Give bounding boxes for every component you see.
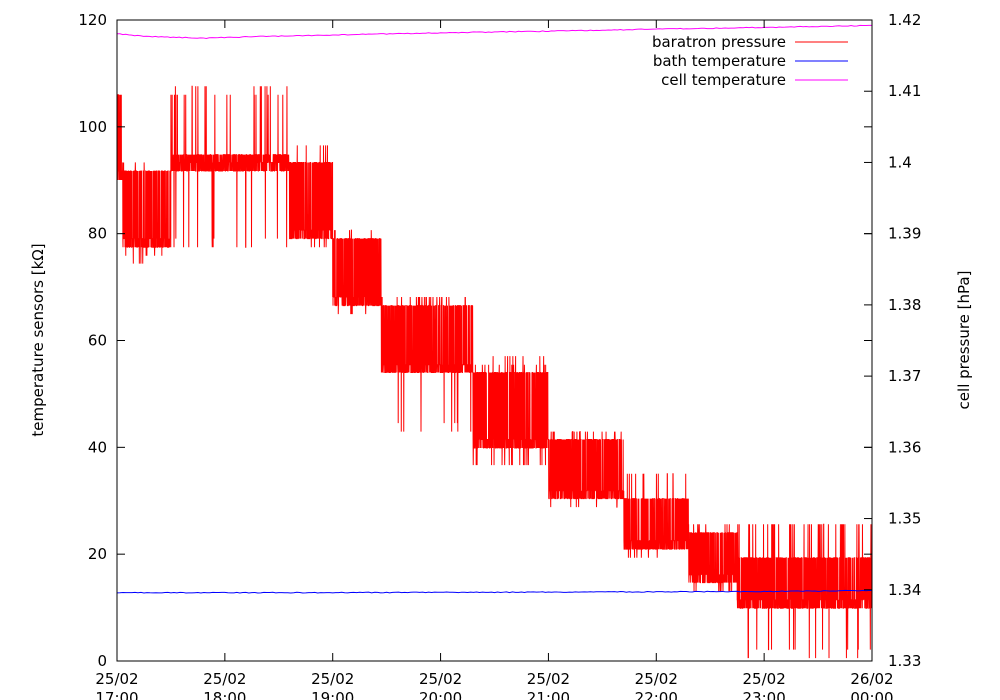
ticks-layer: 0 20 40 60 80 100 120 1.33 1.34 1.35 1.36 1.37 1.38 1… [78,11,921,700]
y2-tick-label: 1.4 [888,153,912,171]
y-axis-label: temperature sensors [kΩ] [29,243,47,436]
y2-tick-label: 1.34 [888,581,921,599]
y2-axis-label: cell pressure [hPa] [955,271,973,410]
x-tick-date: 26/02 [850,670,893,688]
x-tick-date: 25/02 [203,670,246,688]
y2-tick-label: 1.42 [888,11,921,29]
x-tick-time: 00:00 [850,689,893,700]
y-tick-label: 20 [88,545,107,563]
x-tick-time: 17:00 [95,689,138,700]
series-layer [117,24,872,659]
x-tick-date: 25/02 [743,670,786,688]
y-tick-label: 0 [97,652,107,670]
y-tick-label: 80 [88,225,107,243]
x-tick-time: 21:00 [527,689,570,700]
legend-label: cell temperature [661,71,786,89]
y2-tick-label: 1.35 [888,510,921,528]
x-tick-date: 25/02 [419,670,462,688]
y-tick-label: 60 [88,332,107,350]
y2-tick-label: 1.33 [888,652,921,670]
x-tick-date: 25/02 [95,670,138,688]
y2-tick-label: 1.39 [888,225,921,243]
x-tick-date: 25/02 [635,670,678,688]
x-tick-time: 18:00 [203,689,246,700]
x-tick-time: 22:00 [635,689,678,700]
x-tick-date: 25/02 [311,670,354,688]
y-tick-label: 120 [78,11,107,29]
series-line-cell-temperature [117,24,872,39]
y2-tick-label: 1.37 [888,367,921,385]
x-tick-time: 23:00 [743,689,786,700]
y2-tick-label: 1.41 [888,82,921,100]
y-tick-label: 40 [88,438,107,456]
y-tick-label: 100 [78,118,107,136]
legend-label: baratron pressure [652,33,786,51]
y2-tick-label: 1.36 [888,438,921,456]
x-tick-time: 20:00 [419,689,462,700]
series-line-bath-temperature [117,589,872,594]
series-line-baratron-pressure [117,85,872,659]
x-tick-time: 19:00 [311,689,354,700]
y2-tick-label: 1.38 [888,296,921,314]
legend-label: bath temperature [653,52,786,70]
x-tick-date: 25/02 [527,670,570,688]
